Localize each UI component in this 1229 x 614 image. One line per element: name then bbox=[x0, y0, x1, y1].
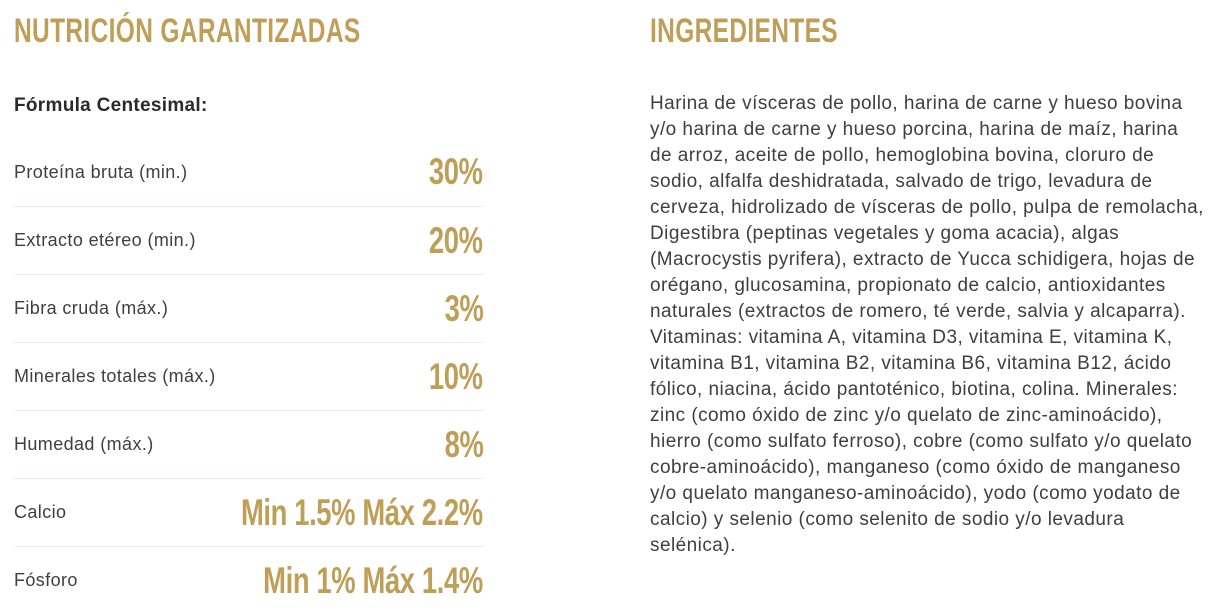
nutrient-value: 30% bbox=[429, 151, 483, 192]
nutrient-label: Calcio bbox=[14, 502, 67, 522]
nutrient-label: Proteína bruta (min.) bbox=[14, 161, 188, 182]
centesimal-formula-subtitle: Fórmula Centesimal: bbox=[14, 95, 208, 116]
nutrient-label: Fibra cruda (máx.) bbox=[14, 298, 169, 318]
column-gap bbox=[483, 12, 650, 613]
nutrition-row-extracto: Extracto etéreo (min.) 20% bbox=[14, 206, 483, 274]
nutrient-label: Extracto etéreo (min.) bbox=[14, 230, 196, 250]
nutrient-label: Fósforo bbox=[14, 570, 78, 590]
nutrient-value: Min 1.5% Máx 2.2% bbox=[241, 491, 483, 533]
ingredients-panel: INGREDIENTES Harina de vísceras de pollo… bbox=[650, 12, 1205, 613]
nutrient-value: 3% bbox=[444, 287, 483, 329]
nutrition-row-humedad: Humedad (máx.) 8% bbox=[14, 410, 483, 478]
nutrition-row-calcio: Calcio Min 1.5% Máx 2.2% bbox=[14, 478, 483, 546]
nutrient-value: 10% bbox=[429, 355, 483, 397]
nutrition-row-fosforo: Fósforo Min 1% Máx 1.4% bbox=[14, 546, 483, 614]
guaranteed-nutrition-panel: NUTRICIÓN GARANTIZADAS Fórmula Centesima… bbox=[14, 12, 483, 613]
nutrient-label: Minerales totales (máx.) bbox=[14, 366, 216, 386]
ingredients-text: Harina de vísceras de pollo, harina de c… bbox=[650, 93, 1204, 556]
guaranteed-nutrition-title: NUTRICIÓN GARANTIZADAS bbox=[14, 12, 361, 50]
nutrient-value: Min 1% Máx 1.4% bbox=[263, 559, 483, 601]
nutrient-label: Humedad (máx.) bbox=[14, 434, 154, 454]
nutrition-row-proteina: Proteína bruta (min.) 30% bbox=[14, 138, 483, 206]
nutrition-row-fibra: Fibra cruda (máx.) 3% bbox=[14, 274, 483, 342]
nutrient-value: 8% bbox=[444, 423, 483, 465]
nutrition-row-minerales: Minerales totales (máx.) 10% bbox=[14, 342, 483, 410]
nutrition-table: Proteína bruta (min.) 30% Extracto etére… bbox=[14, 138, 483, 614]
ingredients-title: INGREDIENTES bbox=[650, 12, 838, 50]
nutrient-value: 20% bbox=[429, 219, 483, 261]
